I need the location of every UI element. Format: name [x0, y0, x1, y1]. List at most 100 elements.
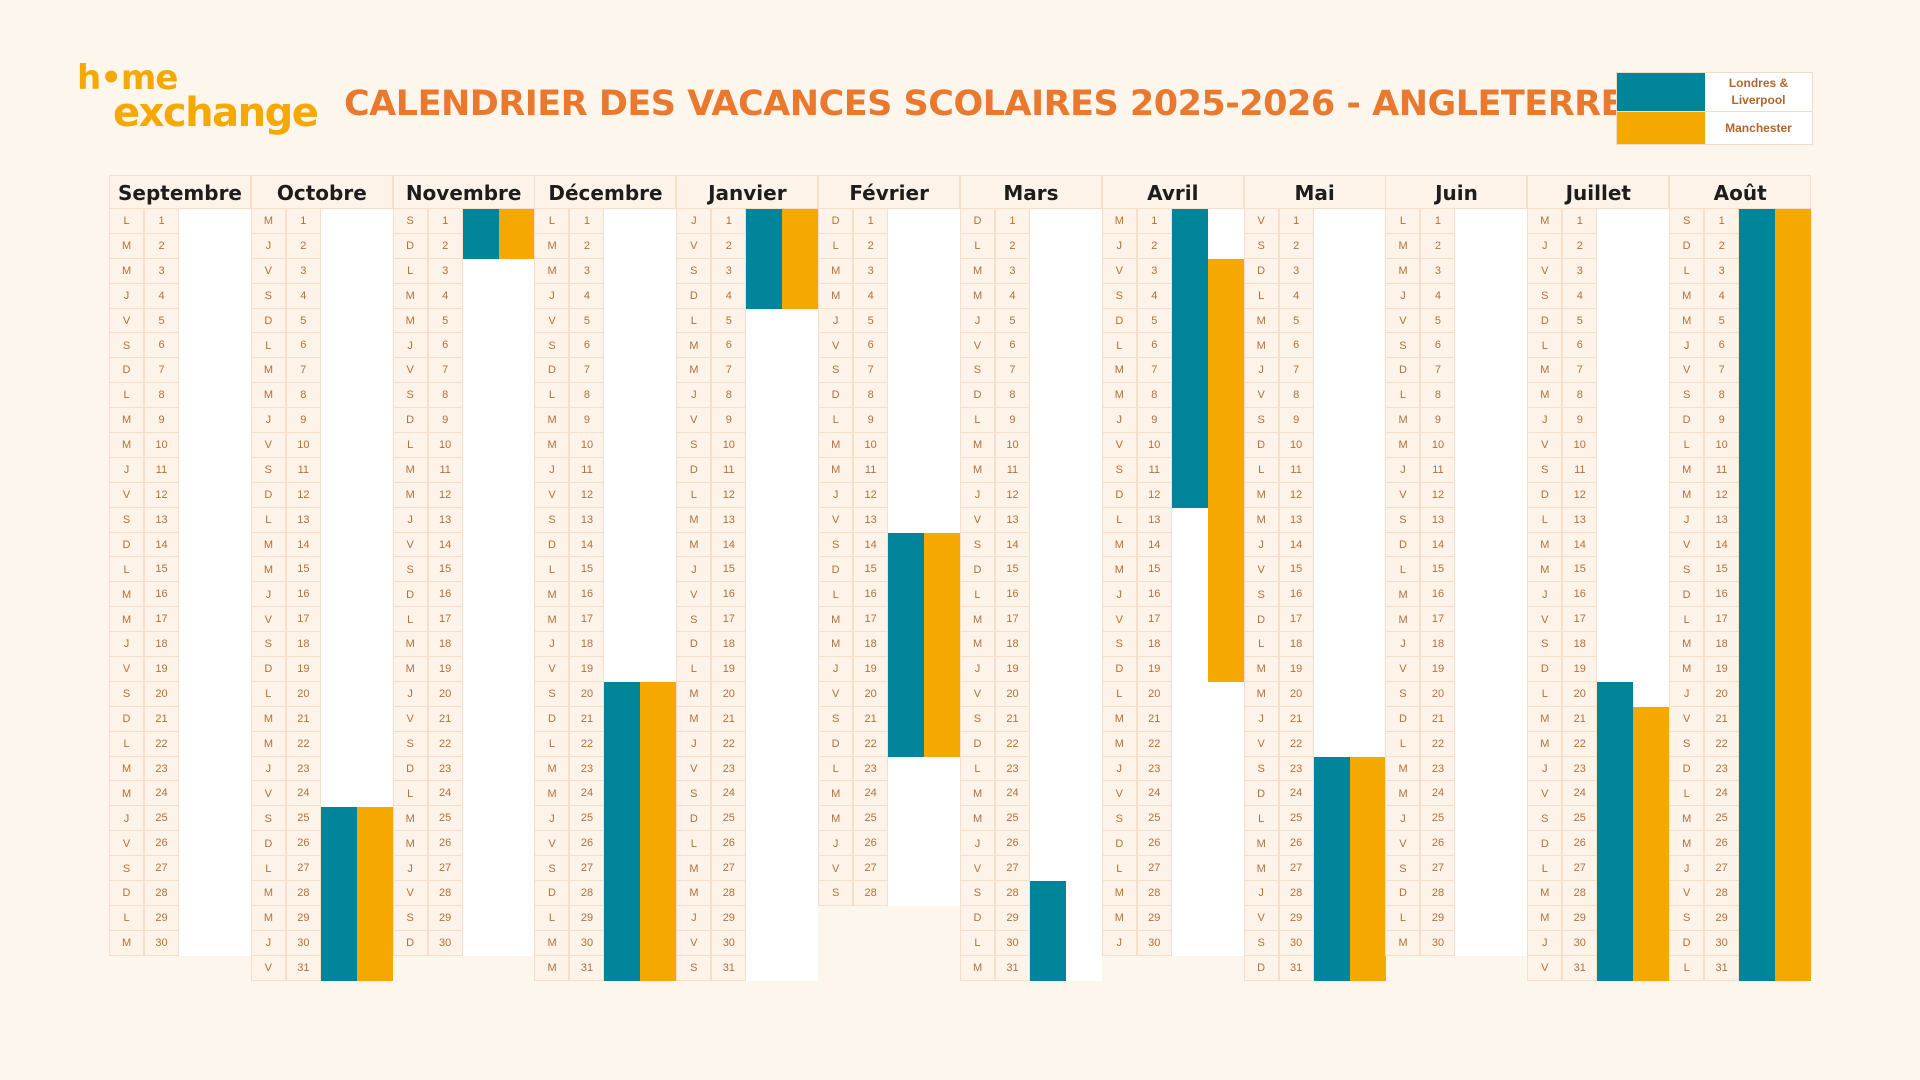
- day-row: 18: [1527, 632, 1670, 658]
- weekday-cell: [109, 930, 144, 956]
- day-row: 19: [392, 657, 535, 682]
- day-row: 22: [250, 731, 393, 757]
- vacation-band-cell: [179, 358, 251, 384]
- weekday-cell: [534, 856, 570, 882]
- date-cell: 2: [853, 233, 889, 259]
- vacation-band-cell: [746, 632, 819, 658]
- weekday-cell: [534, 358, 570, 384]
- weekday-cell: [1243, 433, 1279, 458]
- weekday-cell: [250, 408, 286, 434]
- vacation-band-cell: [179, 532, 251, 558]
- legend-item-londres: Londres & Liverpool: [1617, 73, 1812, 112]
- day-row: 17: [1527, 607, 1670, 633]
- vacation-band-cell: [320, 457, 393, 483]
- vacation-band-cell: [1029, 532, 1102, 558]
- date-cell: 25: [427, 806, 463, 832]
- vacation-band-cell: [462, 308, 535, 334]
- vacation-band-cell: [1455, 532, 1528, 558]
- month-days: 1 2 3 4 5 6 7 8 9 10 11 12 13 14 15 16 17 18 19 20 21 22 23 24 2…: [250, 209, 393, 981]
- day-row: 11: [818, 457, 961, 483]
- vacation-band-cell: [1597, 308, 1670, 334]
- month-days: 1 2 3 4 5 6 7 8 9 10 11 12 13 14 15 16 17 18 19 20 21 22 23 24 2…: [109, 209, 251, 956]
- date-cell: 7: [711, 358, 747, 384]
- weekday-cell: [1243, 881, 1279, 906]
- date-cell: 26: [569, 831, 605, 857]
- date-cell: 28: [1136, 881, 1172, 906]
- weekday-cell: [1243, 806, 1279, 832]
- date-cell: 21: [711, 706, 747, 732]
- weekday-cell: [1669, 681, 1705, 707]
- day-row: 5: [250, 308, 393, 334]
- day-row: 11: [109, 457, 251, 483]
- date-cell: 12: [1704, 482, 1740, 508]
- date-cell: 27: [853, 856, 889, 882]
- day-row: 12: [959, 482, 1102, 508]
- day-row: 22: [392, 731, 535, 757]
- date-cell: 14: [994, 532, 1030, 558]
- weekday-cell: [392, 731, 428, 757]
- vacation-band-cell: [179, 905, 251, 931]
- weekday-cell: [1527, 358, 1563, 384]
- day-row: 28: [1101, 881, 1244, 906]
- weekday-cell: [676, 632, 712, 658]
- weekday-cell: [959, 632, 995, 658]
- date-cell: 6: [1562, 333, 1598, 359]
- date-cell: 11: [711, 457, 747, 483]
- weekday-cell: [1101, 507, 1137, 533]
- vacation-band-cell: [320, 507, 393, 533]
- date-cell: 7: [1278, 358, 1314, 384]
- vacation-band-cell: [1313, 657, 1386, 682]
- day-row: 17: [534, 607, 677, 633]
- date-cell: 14: [427, 532, 463, 558]
- weekday-cell: [1669, 383, 1705, 409]
- day-row: 13: [392, 507, 535, 533]
- weekday-cell: [534, 308, 570, 334]
- day-row: 4: [959, 283, 1102, 309]
- day-row: 21: [1243, 706, 1386, 732]
- weekday-cell: [676, 482, 712, 508]
- month-days: 1 2 3 4 5 6 7 8 9 10 11 12 13 14 15 16 17 18 19 20 21 22 23 24 2…: [534, 209, 677, 981]
- day-row: 28: [676, 881, 819, 906]
- date-cell: 12: [427, 482, 463, 508]
- vacation-band-cell: [179, 881, 251, 906]
- weekday-cell: [818, 209, 854, 234]
- weekday-cell: [109, 756, 144, 782]
- vacation-band-cell: [1597, 482, 1670, 508]
- weekday-cell: [250, 657, 286, 682]
- weekday-cell: [1101, 856, 1137, 882]
- weekday-cell: [534, 383, 570, 409]
- weekday-cell: [959, 258, 995, 284]
- date-cell: 8: [1562, 383, 1598, 409]
- date-cell: 1: [427, 209, 463, 234]
- weekday-cell: [392, 681, 428, 707]
- weekday-cell: [250, 881, 286, 906]
- weekday-cell: [250, 383, 286, 409]
- weekday-cell: [1669, 930, 1705, 956]
- legend-swatch-londres: [1617, 73, 1705, 111]
- weekday-cell: [1101, 905, 1137, 931]
- weekday-cell: [1101, 283, 1137, 309]
- day-row: 18: [250, 632, 393, 658]
- day-row: 14: [392, 532, 535, 558]
- weekday-cell: [534, 731, 570, 757]
- day-row: 17: [392, 607, 535, 633]
- legend: Londres & Liverpool Manchester: [1616, 72, 1813, 145]
- day-row: 23: [250, 756, 393, 782]
- vacation-band-cell: [746, 681, 819, 707]
- date-cell: 13: [427, 507, 463, 533]
- weekday-cell: [959, 408, 995, 434]
- vacation-band-cell: [320, 781, 393, 807]
- date-cell: 5: [994, 308, 1030, 334]
- weekday-cell: [1101, 582, 1137, 608]
- weekday-cell: [1243, 607, 1279, 633]
- vacation-band-cell: [604, 507, 677, 533]
- day-row: 16: [109, 582, 251, 608]
- weekday-cell: [676, 831, 712, 857]
- vacation-band-cell: [179, 482, 251, 508]
- date-cell: 16: [1562, 582, 1598, 608]
- weekday-cell: [392, 856, 428, 882]
- vacation-band-cell: [604, 333, 677, 359]
- day-row: 26: [1385, 831, 1528, 857]
- day-row: 5: [818, 308, 961, 334]
- month-column: Août 1 2 3 4 5 6 7 8 9 10 11 12 13 14 15 16 17 18 19 20 21 22 2…: [1669, 175, 1812, 981]
